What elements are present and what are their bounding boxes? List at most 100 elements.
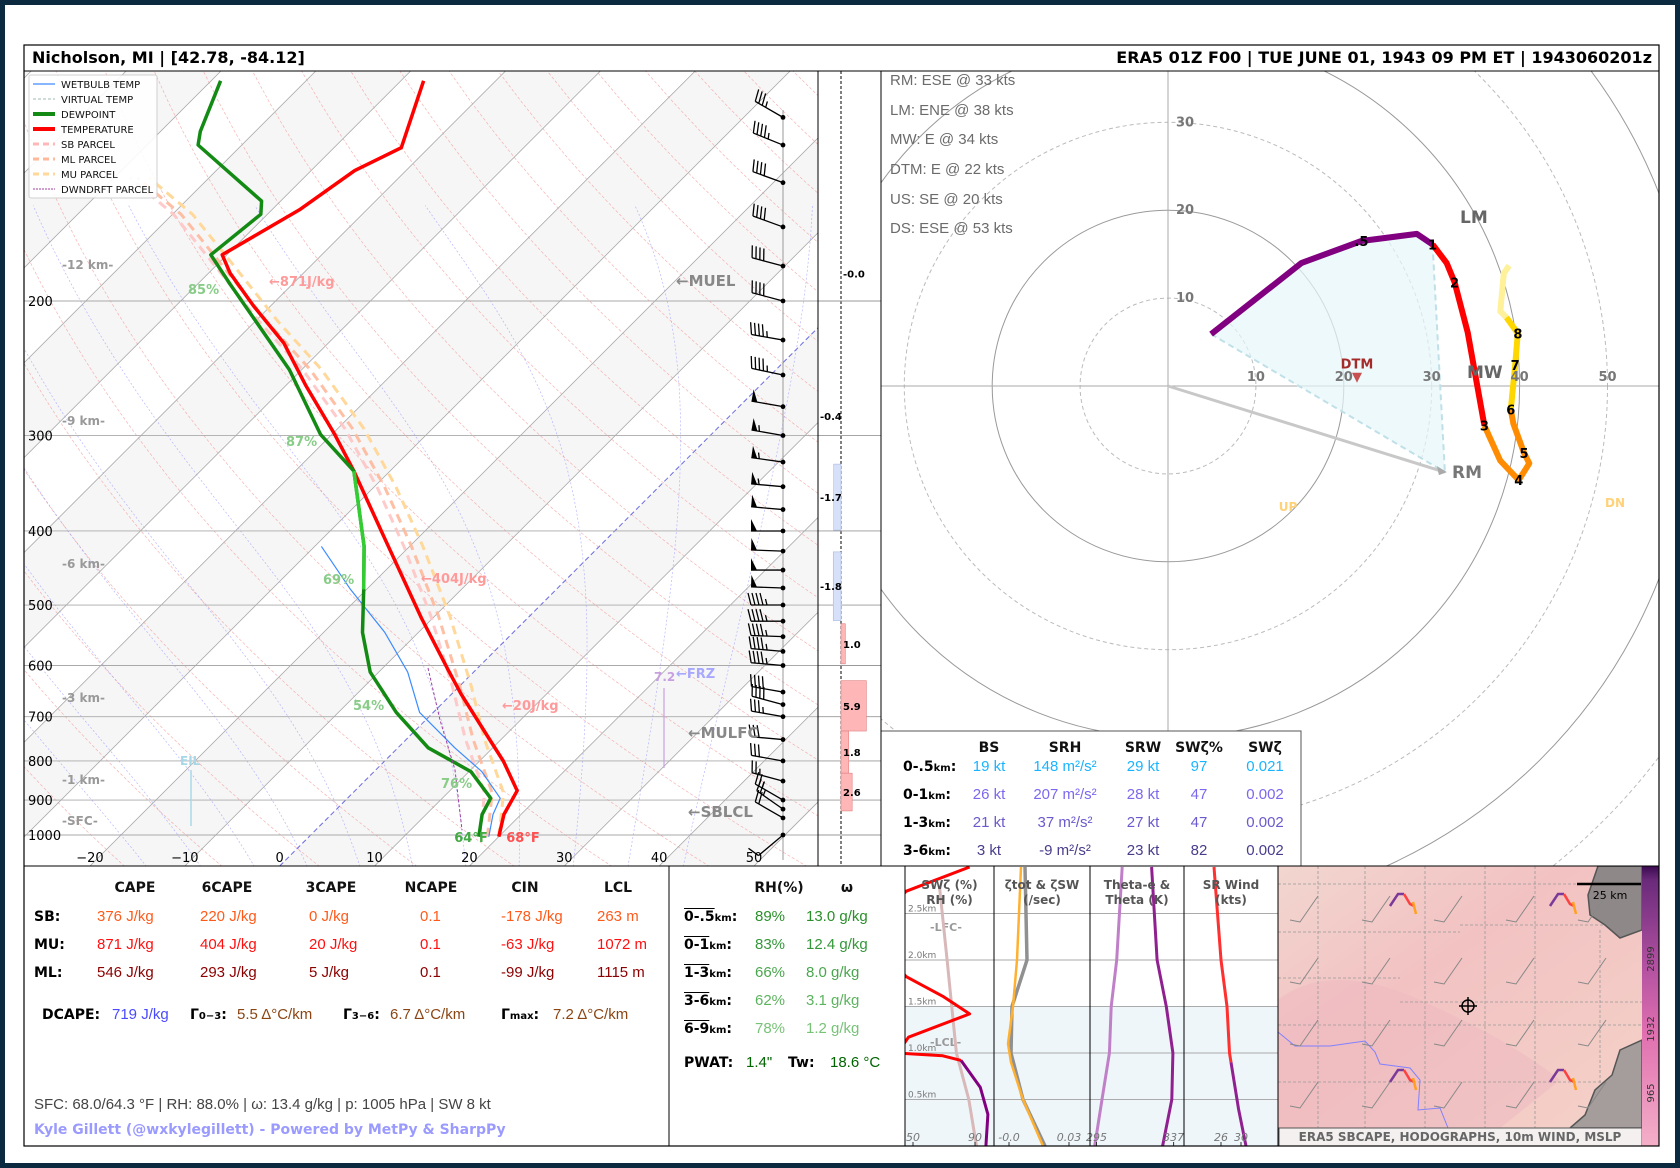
kinematics-value: -9 m²/s² bbox=[1039, 842, 1091, 859]
kinematics-value: 27 kt bbox=[1126, 814, 1160, 831]
hodograph-segment bbox=[1503, 315, 1521, 410]
parcel-value: 220 J/kg bbox=[200, 908, 257, 925]
rh-label: 76% bbox=[441, 777, 472, 792]
column-bar bbox=[840, 623, 846, 665]
hodograph-km-label: 2 bbox=[1450, 276, 1459, 291]
map-wind-barb bbox=[1505, 957, 1535, 985]
dry-adiabat bbox=[399, 71, 818, 494]
unit: km bbox=[928, 791, 946, 802]
pwat-label: PWAT: bbox=[684, 1055, 734, 1071]
rh-value: 66% bbox=[755, 964, 786, 981]
hodograph-km-label: 6 bbox=[1506, 404, 1515, 419]
wind-barb bbox=[748, 650, 786, 668]
legend-label: DEWPOINT bbox=[61, 110, 116, 121]
wind-barb bbox=[752, 203, 786, 230]
layer: 3-6 bbox=[684, 993, 710, 1009]
column-value-label: -0.0 bbox=[843, 269, 865, 280]
map-wind-barb bbox=[1289, 957, 1319, 985]
parcel-value: 0.1 bbox=[420, 936, 441, 953]
isotherm bbox=[563, 611, 818, 866]
legend-item: WETBULB TEMP bbox=[33, 80, 140, 91]
height-label: -SFC- bbox=[62, 814, 98, 828]
temperature-tick-label: 40 bbox=[651, 851, 668, 866]
map-wind-barb bbox=[1433, 957, 1463, 985]
dcape-label: DCAPE: bbox=[42, 1007, 101, 1023]
legend-label: VIRTUAL TEMP bbox=[61, 95, 133, 106]
hodograph-km-label: 4 bbox=[1514, 474, 1523, 489]
unit: km bbox=[709, 941, 727, 952]
wind-barb bbox=[749, 698, 786, 720]
map-wind-barb bbox=[1361, 1081, 1391, 1109]
cape-table-header: CIN bbox=[511, 880, 539, 896]
wind-barb bbox=[751, 418, 786, 438]
parcel-value: 376 J/kg bbox=[97, 908, 154, 925]
isotherm bbox=[24, 71, 317, 364]
colorbar-tick-label: 965 bbox=[1646, 1083, 1657, 1102]
storm-motion-rm: RM: ESE @ 33 kts bbox=[890, 72, 1016, 89]
panel-tick-label: 0.03 bbox=[1057, 1131, 1082, 1144]
downshear-label: DN bbox=[1605, 496, 1625, 510]
legend-label: SB PARCEL bbox=[61, 140, 115, 151]
temperature-tick-label: 10 bbox=[366, 851, 383, 866]
parcel-row-label: MU: bbox=[34, 937, 65, 953]
pressure-tick-label: 600 bbox=[28, 660, 53, 675]
kinematics-header: SWζ bbox=[1248, 740, 1282, 756]
legend-label: DWNDRFT PARCEL bbox=[61, 185, 154, 196]
layer: 1-3 bbox=[684, 965, 710, 981]
pressure-tick-label: 900 bbox=[28, 794, 53, 809]
map-wind-barb bbox=[1433, 1081, 1463, 1109]
column-bar bbox=[832, 551, 842, 621]
frz-label: ←FRZ bbox=[676, 667, 715, 682]
rh-value: 62% bbox=[755, 992, 786, 1009]
hodograph-ring-label: 30 bbox=[1176, 115, 1194, 130]
river bbox=[1278, 1031, 1449, 1128]
hodograph-segment bbox=[1497, 263, 1512, 320]
mixing-ratio-value: 13.0 g/kg bbox=[806, 908, 868, 925]
cape-table-header: NCAPE bbox=[404, 880, 458, 896]
legend-item: SB PARCEL bbox=[33, 140, 115, 151]
column-value-label: -1.8 bbox=[820, 582, 842, 593]
temperature-tick-label: 50 bbox=[746, 851, 763, 866]
lapse-symbol: Γ bbox=[343, 1007, 352, 1023]
surface-dewpoint-label: 64°F bbox=[454, 831, 487, 846]
unit: km bbox=[714, 913, 732, 924]
panel-title: ζtot & ζSW bbox=[1005, 878, 1080, 892]
cape-table-header: CAPE bbox=[114, 880, 156, 896]
wind-barb bbox=[750, 355, 786, 378]
rh-profile bbox=[937, 885, 978, 1146]
dry-adiabat bbox=[153, 71, 818, 761]
height-tick-label: 2.5km bbox=[908, 905, 936, 915]
sr-wind-profile-low bbox=[1229, 1062, 1248, 1146]
map-wind-barb bbox=[1433, 895, 1463, 923]
wind-barb bbox=[751, 471, 786, 490]
srh-shading bbox=[1211, 233, 1445, 473]
kinematics-value: 26 kt bbox=[972, 786, 1006, 803]
lapse-symbol: Γ bbox=[501, 1007, 510, 1023]
below-lfc-shading bbox=[905, 1006, 1278, 1146]
legend: WETBULB TEMP VIRTUAL TEMP DEWPOINT TEMPERAT… bbox=[28, 74, 158, 199]
rh-value: 89% bbox=[755, 908, 786, 925]
cape-table-header: 6CAPE bbox=[201, 880, 253, 896]
kinematics-value: 19 kt bbox=[972, 758, 1006, 775]
map-wind-barb bbox=[1361, 895, 1391, 923]
sblcl-label: ←SBLCL bbox=[688, 803, 753, 821]
kinematics-header: SRH bbox=[1048, 740, 1082, 756]
moisture-header-omega: ω bbox=[840, 880, 854, 896]
hodograph-ring-label: 10 bbox=[1247, 370, 1265, 385]
saturated-dewpoint-trace bbox=[352, 470, 366, 590]
column-bar bbox=[840, 680, 867, 732]
kinematics-value: 47 bbox=[1190, 814, 1208, 831]
lm-marker-label: LM bbox=[1460, 208, 1488, 228]
parcel-value: 293 J/kg bbox=[200, 964, 257, 981]
kinematics-row-label: 3-6km: bbox=[903, 843, 951, 859]
wind-barb bbox=[751, 519, 786, 534]
legend-label: ML PARCEL bbox=[61, 155, 116, 166]
lapse-symbol: Γ bbox=[190, 1007, 199, 1023]
rh-value: 78% bbox=[755, 1020, 786, 1037]
map-wind-barb bbox=[1577, 1019, 1607, 1047]
moist-adiabat bbox=[24, 563, 255, 866]
surface-temperature-label: 68°F bbox=[506, 831, 539, 846]
theta-profile bbox=[1150, 866, 1175, 1146]
hodograph-km-label: 3 bbox=[1480, 420, 1489, 435]
panel-tick-label: 26 bbox=[1214, 1131, 1228, 1144]
